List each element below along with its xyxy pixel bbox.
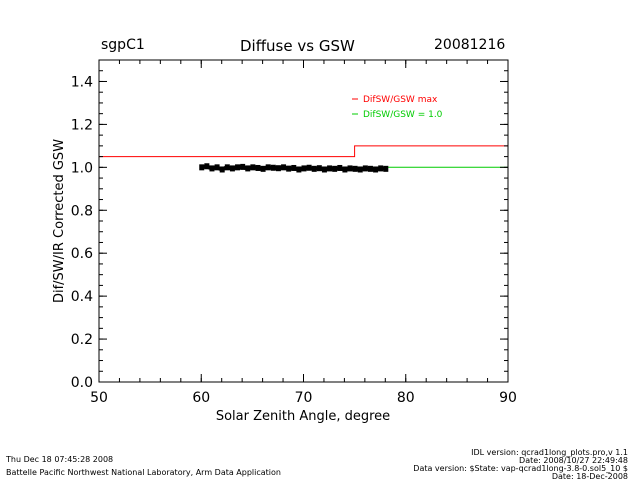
legend-label: DifSW/GSW max <box>363 95 438 105</box>
page-title: Diffuse vs GSW <box>240 37 355 55</box>
site-label: sgpC1 <box>101 37 145 53</box>
data-date: Date: 18-Dec-2008 <box>551 472 628 481</box>
y-tick-label: 0.8 <box>71 203 93 219</box>
idl-date: Date: 2008/10/27 22:49:48 <box>519 456 628 465</box>
chart-marks <box>99 145 508 173</box>
y-tick-label: 1.0 <box>71 160 93 176</box>
idl-version: IDL version: qcrad1long_plots.pro,v 1.1 <box>471 448 628 457</box>
organization-credit: Battelle Pacific Northwest National Labo… <box>6 468 281 477</box>
x-tick-label: 60 <box>192 390 210 406</box>
plot-frame <box>98 59 509 383</box>
x-tick-label: 70 <box>295 390 313 406</box>
y-tick-label: 1.4 <box>71 74 93 90</box>
y-tick-label: 0.0 <box>71 375 93 391</box>
x-tick-label: 90 <box>499 390 517 406</box>
y-tick-label: 0.2 <box>71 332 93 348</box>
x-axis-label: Solar Zenith Angle, degree <box>216 409 390 424</box>
x-tick-label: 50 <box>90 390 108 406</box>
run-timestamp: Thu Dec 18 07:45:28 2008 <box>6 455 114 464</box>
legend-label: DifSW/GSW = 1.0 <box>363 110 443 120</box>
date-label: 20081216 <box>434 37 506 53</box>
y-tick-label: 1.2 <box>71 117 93 133</box>
x-tick-label: 80 <box>397 390 415 406</box>
data-point-band <box>200 164 386 172</box>
legend: DifSW/GSW max DifSW/GSW = 1.0 <box>352 95 443 120</box>
axis-ticks: 50 60 70 80 90 0.0 0.2 0.4 0.6 0.8 1.0 1.2 1.4 <box>71 59 517 406</box>
data-version: Data version: $State: vap-qcrad1long-3.8… <box>413 464 628 473</box>
y-tick-label: 0.4 <box>71 289 93 305</box>
y-tick-label: 0.6 <box>71 246 93 262</box>
y-axis-label: Dif/SW/IR Corrected GSW <box>52 139 67 303</box>
series-line-0 <box>99 145 508 158</box>
data-point <box>383 165 389 172</box>
